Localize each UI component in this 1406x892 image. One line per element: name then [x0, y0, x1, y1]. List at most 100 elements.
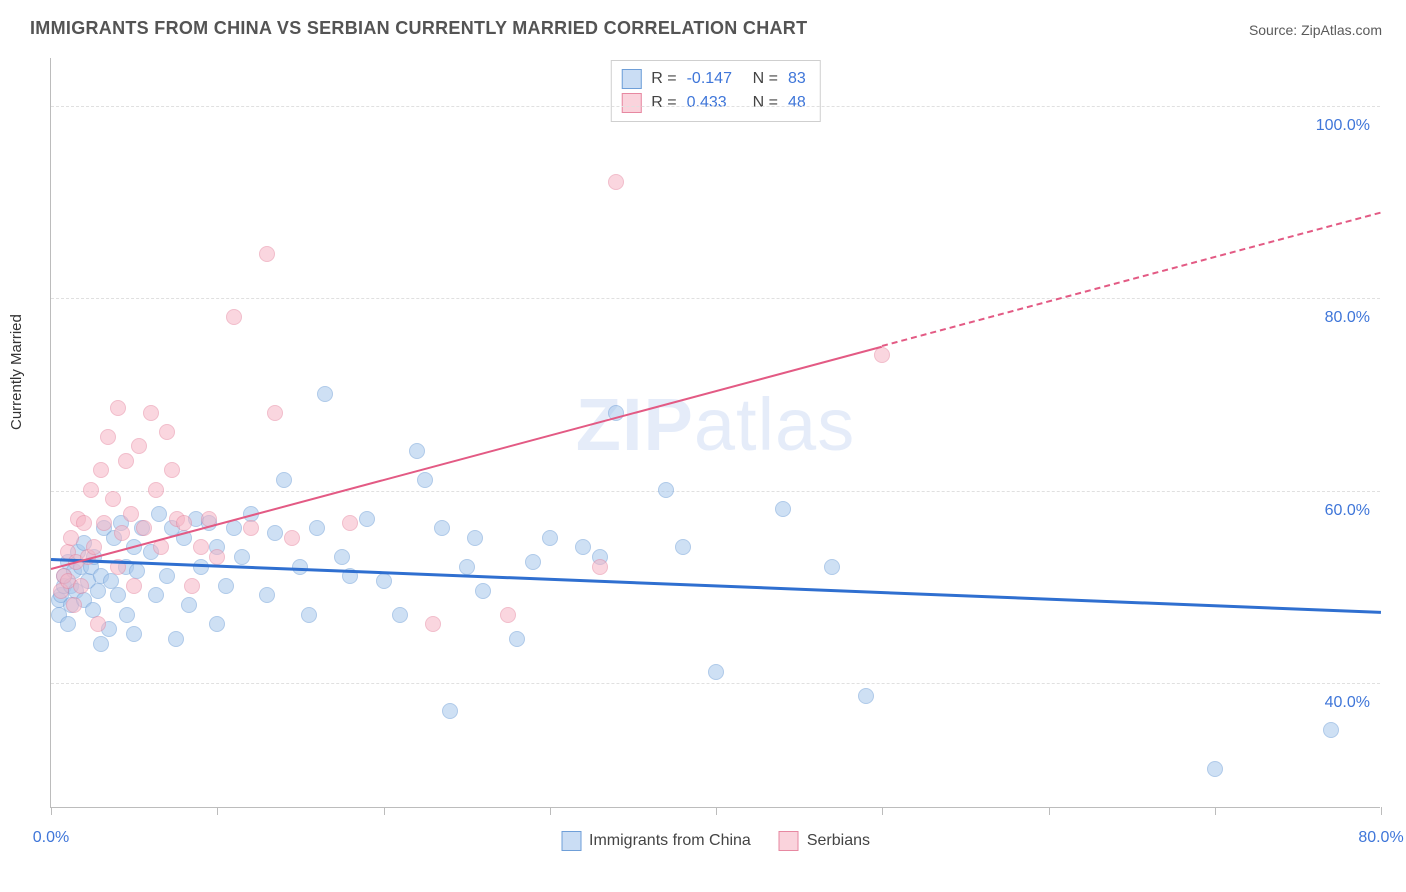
data-point	[164, 462, 180, 478]
swatch-serbians	[779, 831, 799, 851]
data-point	[259, 587, 275, 603]
x-tick	[882, 807, 883, 815]
n-label: N =	[753, 91, 778, 115]
data-point	[110, 400, 126, 416]
data-point	[209, 616, 225, 632]
watermark: ZIPatlas	[576, 382, 855, 467]
data-point	[500, 607, 516, 623]
x-tick	[217, 807, 218, 815]
y-tick-label: 40.0%	[1325, 694, 1370, 712]
source-attribution: Source: ZipAtlas.com	[1249, 22, 1382, 38]
legend-entry: Serbians	[779, 831, 870, 851]
data-point	[181, 597, 197, 613]
data-point	[151, 506, 167, 522]
data-point	[148, 587, 164, 603]
data-point	[119, 607, 135, 623]
x-tick	[384, 807, 385, 815]
y-tick-label: 80.0%	[1325, 309, 1370, 327]
x-tick	[716, 807, 717, 815]
y-axis-label: Currently Married	[8, 314, 25, 430]
regression-line	[882, 212, 1381, 347]
data-point	[66, 597, 82, 613]
data-point	[658, 482, 674, 498]
data-point	[592, 559, 608, 575]
chart-title: IMMIGRANTS FROM CHINA VS SERBIAN CURRENT…	[30, 18, 807, 39]
legend-row: R = -0.147 N = 83	[621, 67, 805, 91]
data-point	[100, 429, 116, 445]
data-point	[226, 309, 242, 325]
data-point	[525, 554, 541, 570]
x-tick-label: 80.0%	[1358, 829, 1403, 847]
data-point	[301, 607, 317, 623]
x-tick	[1381, 807, 1382, 815]
data-point	[60, 616, 76, 632]
data-point	[509, 631, 525, 647]
data-point	[858, 688, 874, 704]
legend-label: Immigrants from China	[589, 832, 751, 850]
data-point	[608, 174, 624, 190]
data-point	[475, 583, 491, 599]
data-point	[63, 530, 79, 546]
gridline	[51, 491, 1380, 492]
gridline	[51, 106, 1380, 107]
data-point	[1207, 761, 1223, 777]
x-tick-label: 0.0%	[33, 829, 69, 847]
data-point	[442, 703, 458, 719]
data-point	[675, 539, 691, 555]
data-point	[575, 539, 591, 555]
r-label: R =	[651, 91, 676, 115]
y-tick-label: 60.0%	[1325, 502, 1370, 520]
data-point	[259, 246, 275, 262]
data-point	[118, 453, 134, 469]
data-point	[243, 520, 259, 536]
data-point	[126, 578, 142, 594]
data-point	[874, 347, 890, 363]
legend-label: Serbians	[807, 832, 870, 850]
data-point	[93, 462, 109, 478]
data-point	[76, 515, 92, 531]
data-point	[184, 578, 200, 594]
data-point	[317, 386, 333, 402]
data-point	[83, 482, 99, 498]
legend-row: R = 0.433 N = 48	[621, 91, 805, 115]
data-point	[96, 515, 112, 531]
data-point	[218, 578, 234, 594]
swatch-china	[561, 831, 581, 851]
data-point	[93, 636, 109, 652]
data-point	[234, 549, 250, 565]
data-point	[176, 515, 192, 531]
data-point	[775, 501, 791, 517]
data-point	[159, 424, 175, 440]
data-point	[376, 573, 392, 589]
data-point	[168, 631, 184, 647]
y-tick-label: 100.0%	[1316, 117, 1370, 135]
data-point	[267, 405, 283, 421]
data-point	[824, 559, 840, 575]
n-value-serbians: 48	[788, 91, 806, 115]
data-point	[292, 559, 308, 575]
regression-line	[51, 558, 1381, 614]
source-label: Source:	[1249, 22, 1301, 38]
n-value-china: 83	[788, 67, 806, 91]
r-label: R =	[651, 67, 676, 91]
gridline	[51, 683, 1380, 684]
scatter-plot: ZIPatlas R = -0.147 N = 83 R = 0.433 N =…	[50, 58, 1380, 808]
correlation-legend: R = -0.147 N = 83 R = 0.433 N = 48	[610, 60, 820, 122]
r-value-china: -0.147	[687, 67, 743, 91]
data-point	[114, 525, 130, 541]
data-point	[148, 482, 164, 498]
n-label: N =	[753, 67, 778, 91]
data-point	[86, 539, 102, 555]
source-value: ZipAtlas.com	[1301, 22, 1382, 38]
series-legend: Immigrants from China Serbians	[561, 831, 870, 851]
data-point	[708, 664, 724, 680]
data-point	[309, 520, 325, 536]
data-point	[425, 616, 441, 632]
data-point	[342, 515, 358, 531]
data-point	[1323, 722, 1339, 738]
data-point	[90, 616, 106, 632]
data-point	[276, 472, 292, 488]
data-point	[459, 559, 475, 575]
data-point	[123, 506, 139, 522]
r-value-serbians: 0.433	[687, 91, 743, 115]
